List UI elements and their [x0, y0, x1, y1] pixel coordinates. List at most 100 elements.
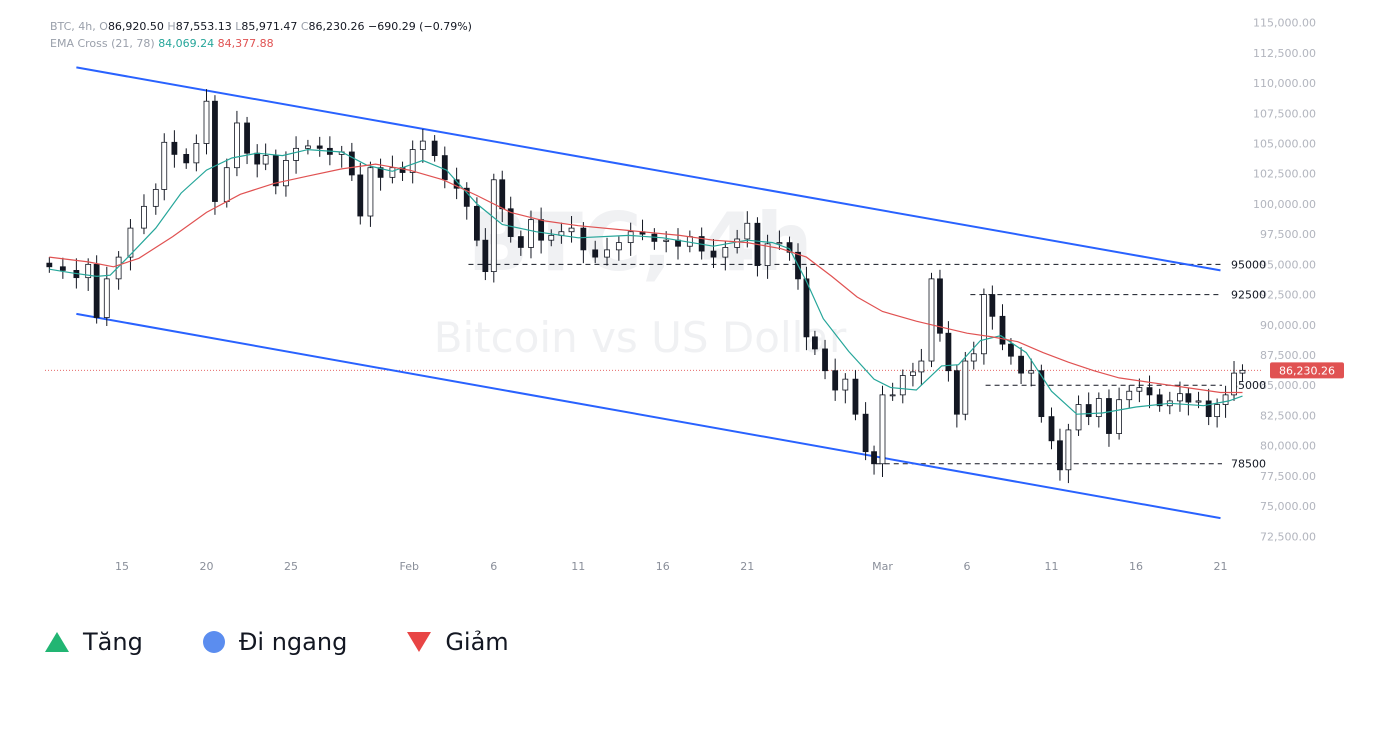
candle-body	[357, 174, 364, 217]
candle-body	[548, 234, 555, 241]
x-tick-label: 6	[964, 560, 971, 573]
candle-body	[234, 122, 240, 169]
channel-lower-line	[76, 312, 1221, 520]
candle-body	[842, 378, 849, 391]
candle-body	[734, 238, 741, 248]
level-label: 78500	[1231, 458, 1266, 471]
candle-body	[937, 278, 943, 334]
candle-body	[1085, 404, 1092, 418]
candle-body	[862, 413, 869, 453]
y-tick-label: 110,000.00	[1253, 77, 1316, 90]
candle-body	[93, 263, 100, 318]
x-tick-label: 15	[115, 560, 129, 573]
x-tick-label: 16	[1129, 560, 1143, 573]
candle-body	[152, 189, 159, 207]
candle-body	[663, 239, 670, 242]
candle-body	[604, 249, 610, 258]
candle-body	[989, 294, 996, 317]
y-tick-label: 112,500.00	[1253, 47, 1316, 60]
candle-body	[1146, 387, 1153, 396]
candle-body	[389, 167, 396, 178]
candle-body	[918, 360, 925, 373]
candle-body	[262, 155, 269, 165]
x-tick-label: 25	[284, 560, 298, 573]
candle-body	[473, 205, 480, 241]
candle-body	[852, 378, 859, 415]
candle-body	[592, 249, 599, 258]
y-tick-label: 102,500.00	[1253, 168, 1316, 181]
y-tick-label: 107,500.00	[1253, 107, 1316, 120]
y-tick-label: 72,500.00	[1260, 530, 1316, 543]
candle-body	[127, 227, 134, 258]
candle-body	[316, 145, 323, 149]
candle-body	[203, 100, 210, 144]
circle-icon	[202, 631, 225, 653]
candle-body	[367, 167, 374, 217]
candle-body	[879, 394, 886, 465]
triangle-up-icon	[45, 632, 69, 652]
legend-item-sideways: Đi ngang	[202, 628, 347, 656]
candle-body	[272, 155, 279, 187]
y-tick-label: 77,500.00	[1260, 470, 1316, 483]
candle-body	[85, 263, 92, 279]
candle-body	[183, 153, 190, 164]
open-label: O	[99, 20, 108, 33]
x-tick-label: 6	[490, 560, 497, 573]
y-tick-label: 105,000.00	[1253, 138, 1316, 151]
close-value: 86,230.26	[308, 20, 365, 33]
high-label: H	[167, 20, 176, 33]
x-tick-label: 21	[1214, 560, 1228, 573]
low-label: L	[235, 20, 242, 33]
open-value: 86,920.50	[107, 20, 164, 33]
y-tick-label: 92,500.00	[1260, 289, 1316, 302]
candle-body	[528, 219, 534, 248]
candle-body	[441, 155, 448, 181]
ema-header[interactable]: EMA Cross (21, 78) 84,069.24 84,377.88	[50, 37, 274, 50]
candle-body	[244, 122, 250, 154]
ema-long-value: 84,377.88	[217, 37, 274, 50]
candle-body	[744, 222, 751, 240]
candle-body	[1038, 370, 1045, 418]
candle-body	[627, 231, 634, 244]
x-tick-label: 11	[571, 560, 585, 573]
x-tick-label: 16	[656, 560, 670, 573]
ema-21-line	[49, 148, 1243, 415]
ema-78-line	[49, 163, 1243, 394]
level-label: 92500	[1231, 289, 1266, 302]
level-label: 85000	[1231, 379, 1266, 392]
high-value: 87,553.13	[175, 20, 232, 33]
y-tick-label: 87,500.00	[1260, 349, 1316, 362]
symbol-label: BTC, 4h,	[50, 20, 96, 33]
candle-body	[463, 187, 470, 207]
trend-legend: Tăng Đi ngang Giảm	[45, 628, 569, 656]
candle-body	[1075, 404, 1082, 431]
candle-body	[1028, 370, 1035, 374]
candle-body	[283, 160, 289, 187]
x-tick-label: 20	[200, 560, 214, 573]
candle-body	[254, 152, 261, 165]
change-value: −690.29 (−0.79%)	[367, 20, 472, 33]
candle-body	[538, 219, 545, 241]
triangle-down-icon	[407, 632, 432, 652]
candle-body	[482, 239, 489, 273]
candle-body	[899, 375, 906, 396]
x-tick-label: 21	[740, 560, 754, 573]
candle-body	[431, 140, 438, 157]
candle-body	[953, 370, 960, 415]
watermark-description: Bitcoin vs US Dollar	[434, 313, 847, 362]
candle-body	[1222, 394, 1229, 405]
candle-body	[970, 353, 977, 362]
x-tick-label: Feb	[400, 560, 419, 573]
y-tick-label: 95,000.00	[1260, 258, 1316, 271]
candle-body	[115, 256, 122, 280]
candle-body	[1205, 400, 1212, 418]
y-tick-label: 80,000.00	[1260, 440, 1316, 453]
candle-body	[499, 179, 506, 210]
candle-body	[962, 360, 969, 415]
candle-body	[1177, 393, 1183, 402]
candle-body	[1065, 429, 1072, 471]
level-label: 95000	[1231, 258, 1266, 271]
x-tick-label: Mar	[872, 560, 893, 573]
candle-body	[1048, 416, 1055, 442]
